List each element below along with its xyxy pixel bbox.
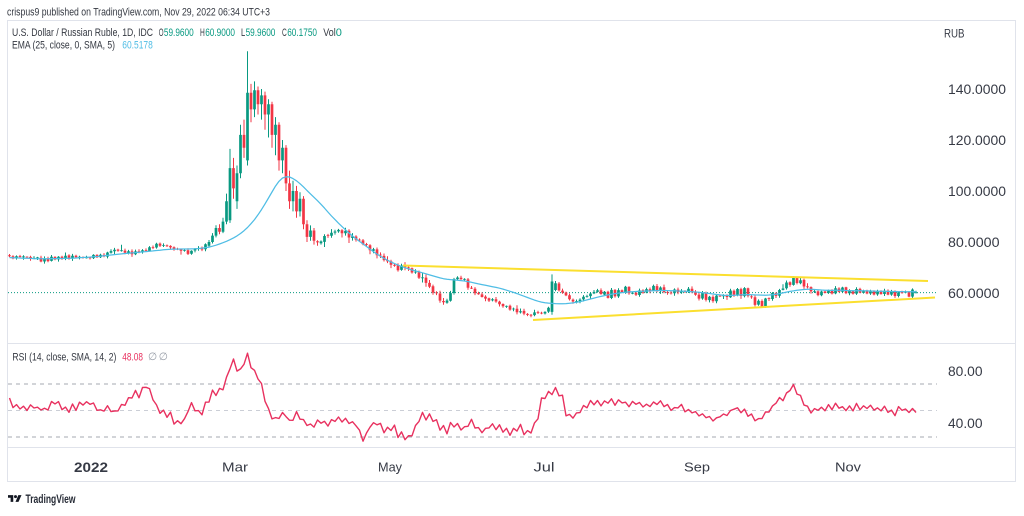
svg-text:Jul: Jul: [534, 460, 555, 475]
svg-text:60.1750: 60.1750: [287, 27, 317, 39]
svg-text:U.S. Dollar / Russian Ruble, 1: U.S. Dollar / Russian Ruble, 1D, IDC: [12, 27, 153, 39]
svg-text:RUB: RUB: [944, 27, 965, 41]
svg-text:Mar: Mar: [222, 460, 249, 475]
svg-text:100.0000: 100.0000: [948, 184, 1006, 199]
svg-text:O: O: [159, 27, 164, 39]
svg-text:C: C: [282, 27, 287, 39]
svg-text:H: H: [200, 27, 205, 39]
svg-text:EMA (25, close, 0, SMA, 5): EMA (25, close, 0, SMA, 5): [12, 39, 115, 51]
svg-text:60.9000: 60.9000: [205, 27, 235, 39]
svg-text:TradingView: TradingView: [26, 492, 76, 506]
svg-text:140.0000: 140.0000: [948, 82, 1006, 97]
svg-text:80.00: 80.00: [948, 364, 983, 379]
svg-text:∅: ∅: [148, 351, 157, 363]
svg-text:Sep: Sep: [684, 460, 710, 475]
svg-text:RSI (14, close, SMA, 14, 2): RSI (14, close, SMA, 14, 2): [12, 351, 116, 363]
svg-text:2022: 2022: [74, 459, 108, 475]
svg-text:48.08: 48.08: [122, 351, 143, 363]
svg-text:crispus9 published on TradingV: crispus9 published on TradingView.com, N…: [7, 6, 270, 18]
svg-text:80.0000: 80.0000: [948, 235, 1000, 250]
svg-text:60.5178: 60.5178: [122, 39, 153, 51]
svg-text:May: May: [378, 460, 402, 475]
svg-text:L: L: [241, 27, 245, 39]
svg-text:0: 0: [336, 27, 342, 39]
svg-text:59.9600: 59.9600: [246, 27, 276, 39]
svg-text:Nov: Nov: [835, 460, 862, 475]
svg-text:60.0000: 60.0000: [948, 286, 1000, 301]
svg-text:120.0000: 120.0000: [948, 133, 1006, 148]
svg-text:∅: ∅: [159, 351, 168, 363]
svg-text:Vol: Vol: [323, 27, 335, 39]
svg-text:59.9600: 59.9600: [164, 27, 194, 39]
svg-text:40.00: 40.00: [948, 416, 983, 431]
